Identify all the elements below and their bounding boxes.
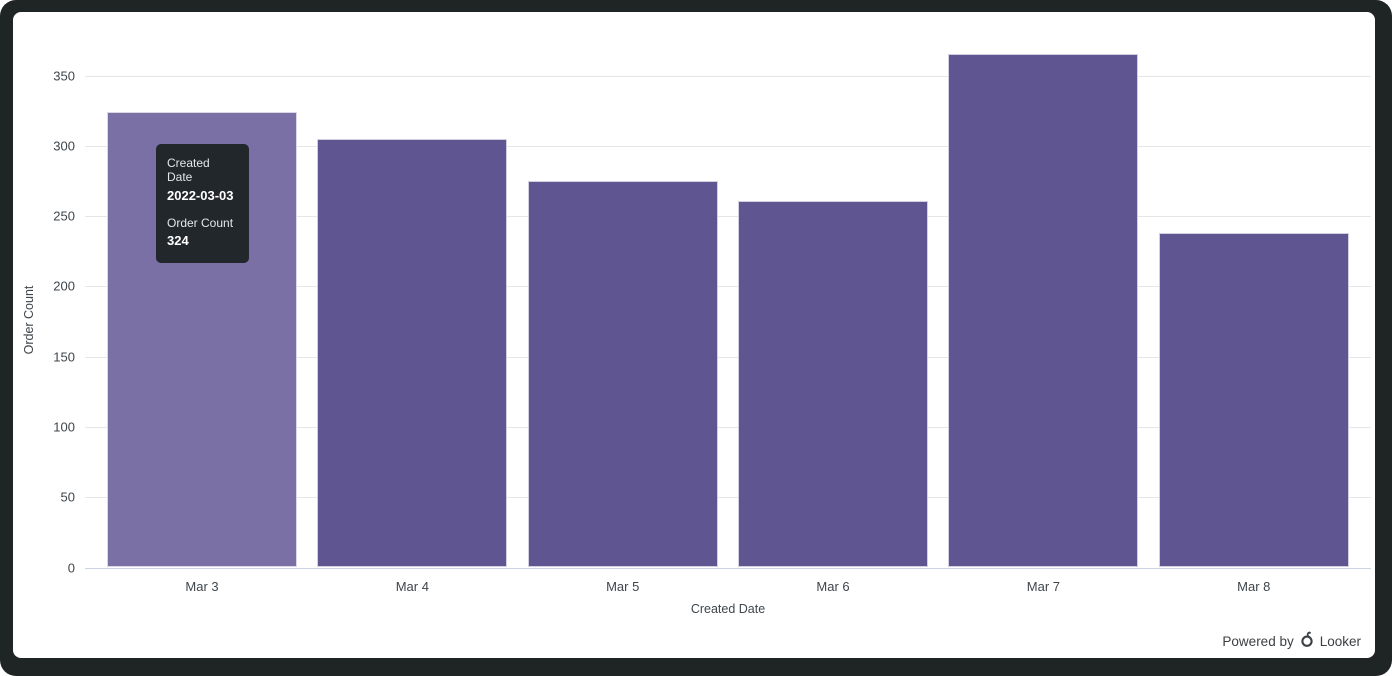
gridline-y-200: [85, 286, 1371, 288]
looker-brand-text: Looker: [1319, 633, 1361, 649]
tooltip-measure-group: Order Count 324: [167, 215, 238, 250]
bar-mar-4[interactable]: [317, 138, 508, 568]
powered-by-looker-link[interactable]: Powered by Looker: [1222, 631, 1361, 651]
bar-mar-5[interactable]: [527, 180, 718, 568]
tooltip-dimension-group: Created Date 2022-03-03: [167, 156, 238, 204]
y-tick-label-350: 350: [53, 68, 75, 83]
tooltip-dimension-label: Created Date: [167, 156, 210, 184]
y-tick-label-200: 200: [53, 278, 75, 294]
powered-by-text: Powered by: [1222, 633, 1294, 649]
y-tick-label-0: 0: [67, 560, 75, 575]
y-tick-label-150: 150: [53, 349, 75, 365]
bar-mar-6[interactable]: [738, 200, 929, 568]
bar-mar-8[interactable]: [1158, 232, 1349, 568]
gridline-y-350: [85, 75, 1371, 77]
x-tick-label-mar-7: Mar 7: [1026, 579, 1061, 594]
x-tick-label-mar-3: Mar 3: [185, 579, 219, 594]
x-tick-label-mar-5: Mar 5: [606, 579, 640, 594]
x-tick-label-mar-6: Mar 6: [816, 579, 850, 594]
tooltip-measure-label: Order Count: [167, 215, 234, 230]
y-axis-title: Order Count: [22, 285, 36, 355]
looker-logo-icon: [1299, 631, 1315, 651]
tooltip-measure-value: 324: [167, 233, 189, 249]
gridline-y-150: [85, 356, 1371, 358]
x-tick-label-mar-8: Mar 8: [1237, 579, 1271, 594]
gridline-y-100: [85, 426, 1371, 428]
x-axis-title: Created Date: [690, 602, 766, 616]
x-tick-label-mar-4: Mar 4: [395, 579, 429, 594]
y-tick-label-50: 50: [60, 489, 75, 505]
y-tick-label-250: 250: [53, 208, 75, 224]
gridline-y-0: [85, 567, 1371, 569]
gridline-y-250: [85, 216, 1371, 218]
y-tick-label-300: 300: [53, 138, 75, 154]
tooltip-dimension-value: 2022-03-03: [167, 187, 234, 203]
chart-tooltip: Created Date 2022-03-03 Order Count 324: [156, 144, 249, 264]
y-tick-label-100: 100: [53, 419, 75, 435]
bar-chart-plot-area: 0 50 100 150 200 250 300 350 Mar 3 Mar 4 Mar 5 Mar …: [13, 12, 1375, 658]
gridline-y-50: [85, 497, 1371, 499]
gridline-y-300: [85, 145, 1371, 147]
bar-mar-7[interactable]: [948, 54, 1139, 568]
chart-card: 0 50 100 150 200 250 300 350 Mar 3 Mar 4 Mar 5 Mar …: [13, 12, 1375, 658]
